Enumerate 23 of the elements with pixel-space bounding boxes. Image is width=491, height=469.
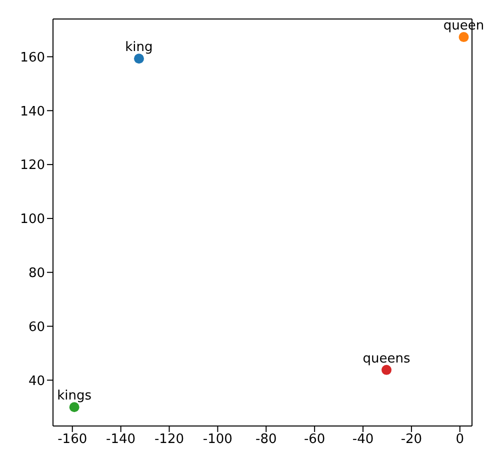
y-tick-label: 60 (28, 320, 45, 335)
y-tick-label: 120 (20, 158, 45, 174)
point (134, 54, 144, 64)
series-label: kings (57, 388, 92, 404)
x-tick-label: -120 (154, 432, 184, 448)
series-label: queens (362, 351, 410, 366)
x-tick-label: 0 (456, 432, 464, 448)
point (382, 364, 392, 375)
y-tick-label: 80 (28, 266, 45, 281)
x-tick-label: -100 (202, 432, 232, 448)
y-tick-label: 160 (20, 50, 45, 66)
y-tick-label: 40 (28, 374, 45, 389)
x-tick-label: -140 (106, 432, 136, 448)
x-tick-label: -60 (304, 432, 326, 448)
point (69, 402, 80, 412)
y-tick-label: 140 (20, 104, 45, 120)
x-tick-label: -40 (352, 432, 374, 448)
y-tick-label: 100 (20, 212, 45, 228)
series-label: king (125, 40, 153, 56)
x-tick-label: -80 (256, 432, 277, 448)
x-tick-label: -20 (400, 432, 422, 448)
x-tick-label: -160 (58, 432, 88, 448)
point (458, 32, 469, 42)
